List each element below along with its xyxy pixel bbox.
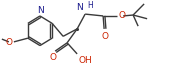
Text: H: H xyxy=(87,1,93,10)
Text: O: O xyxy=(102,32,109,41)
Text: O: O xyxy=(6,38,13,47)
Text: O: O xyxy=(118,11,125,20)
Text: N: N xyxy=(37,6,43,15)
Text: N: N xyxy=(76,3,83,12)
Text: O: O xyxy=(50,53,57,62)
Text: OH: OH xyxy=(78,56,92,65)
